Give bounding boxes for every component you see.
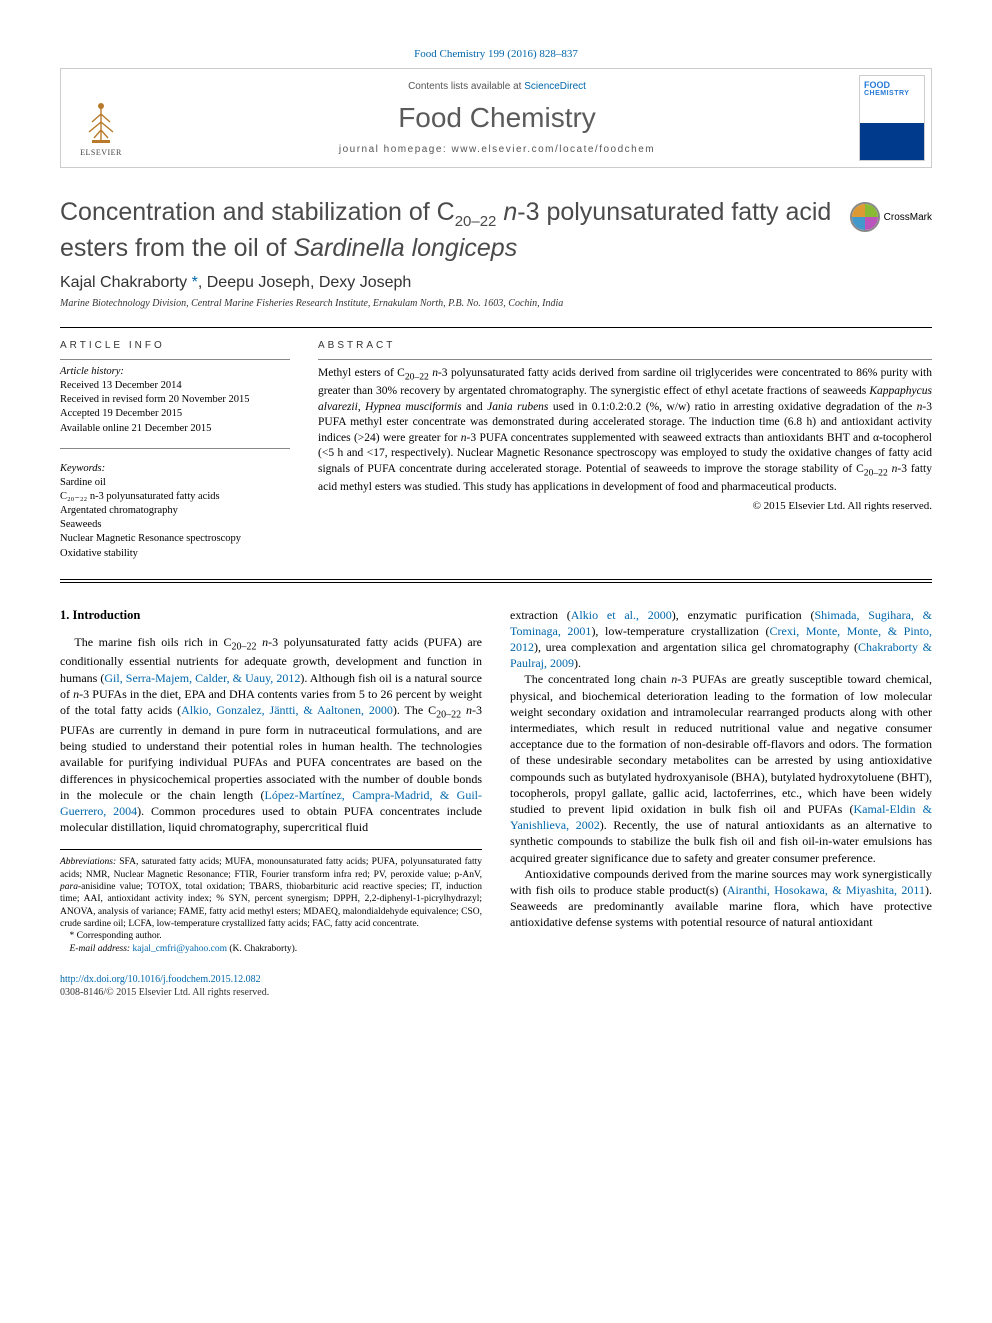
sciencedirect-link[interactable]: ScienceDirect bbox=[524, 81, 586, 92]
article-title: Concentration and stabilization of C20–2… bbox=[60, 196, 836, 264]
issn-copyright: 0308-8146/© 2015 Elsevier Ltd. All right… bbox=[60, 987, 269, 998]
body-paragraph: The marine fish oils rich in C20–22 n-3 … bbox=[60, 634, 482, 836]
email-link[interactable]: kajal_cmfri@yahoo.com bbox=[132, 944, 226, 954]
history-list: Received 13 December 2014 Received in re… bbox=[60, 379, 290, 436]
cover-thumb-cell: FOOD CHEMISTRY bbox=[853, 69, 931, 167]
citation-line: Food Chemistry 199 (2016) 828–837 bbox=[60, 48, 932, 60]
contents-prefix: Contents lists available at bbox=[408, 81, 524, 92]
article-info-column: ARTICLE INFO Article history: Received 1… bbox=[60, 340, 290, 561]
body-paragraph: Antioxidative compounds derived from the… bbox=[510, 866, 932, 931]
homepage-line: journal homepage: www.elsevier.com/locat… bbox=[149, 144, 845, 155]
cover-word-chemistry: CHEMISTRY bbox=[864, 90, 920, 97]
keyword-item: Argentated chromatography bbox=[60, 504, 290, 518]
keyword-item: C₂₀₋₂₂ n-3 polyunsaturated fatty acids bbox=[60, 490, 290, 504]
body-columns: 1. Introduction The marine fish oils ric… bbox=[60, 607, 932, 955]
history-item: Available online 21 December 2015 bbox=[60, 422, 290, 436]
abstract-label: ABSTRACT bbox=[318, 340, 932, 351]
author-list: Kajal Chakraborty *, Deepu Joseph, Dexy … bbox=[60, 274, 932, 292]
history-item: Received 13 December 2014 bbox=[60, 379, 290, 393]
corresponding-author: * Corresponding author. bbox=[60, 930, 482, 942]
keyword-item: Nuclear Magnetic Resonance spectroscopy bbox=[60, 532, 290, 546]
history-label: Article history: bbox=[60, 366, 290, 377]
crossmark-widget[interactable]: CrossMark bbox=[850, 202, 932, 232]
keyword-item: Sardine oil bbox=[60, 476, 290, 490]
footnote-block: Abbreviations: SFA, saturated fatty acid… bbox=[60, 849, 482, 955]
journal-name: Food Chemistry bbox=[149, 102, 845, 134]
publisher-logo-cell: ELSEVIER bbox=[61, 69, 141, 167]
abbreviations: Abbreviations: SFA, saturated fatty acid… bbox=[60, 856, 482, 930]
abstract-text: Methyl esters of C20–22 n-3 polyunsatura… bbox=[318, 366, 932, 496]
article-info-label: ARTICLE INFO bbox=[60, 340, 290, 351]
journal-cover-thumb: FOOD CHEMISTRY bbox=[859, 75, 925, 161]
email-person: (K. Chakraborty). bbox=[229, 944, 297, 954]
keywords-label: Keywords: bbox=[60, 463, 290, 474]
elsevier-logo: ELSEVIER bbox=[71, 100, 131, 157]
history-item: Accepted 19 December 2015 bbox=[60, 407, 290, 421]
crossmark-icon bbox=[850, 202, 880, 232]
keyword-item: Oxidative stability bbox=[60, 547, 290, 561]
body-paragraph: extraction (Alkio et al., 2000), enzymat… bbox=[510, 607, 932, 672]
elsevier-tree-icon bbox=[78, 100, 124, 146]
keyword-item: Seaweeds bbox=[60, 518, 290, 532]
homepage-prefix: journal homepage: bbox=[339, 144, 452, 155]
publisher-name: ELSEVIER bbox=[71, 148, 131, 157]
section-heading-intro: 1. Introduction bbox=[60, 607, 482, 624]
crossmark-label: CrossMark bbox=[884, 212, 932, 223]
email-label: E-mail address: bbox=[70, 944, 131, 954]
masthead: ELSEVIER Contents lists available at Sci… bbox=[60, 68, 932, 168]
page-footer: http://dx.doi.org/10.1016/j.foodchem.201… bbox=[60, 973, 932, 999]
cover-word-food: FOOD bbox=[864, 80, 920, 90]
keywords-list: Sardine oil C₂₀₋₂₂ n-3 polyunsaturated f… bbox=[60, 476, 290, 561]
affiliation: Marine Biotechnology Division, Central M… bbox=[60, 298, 932, 309]
abstract-copyright: © 2015 Elsevier Ltd. All rights reserved… bbox=[318, 500, 932, 512]
masthead-center: Contents lists available at ScienceDirec… bbox=[141, 69, 853, 167]
history-item: Received in revised form 20 November 201… bbox=[60, 393, 290, 407]
contents-line: Contents lists available at ScienceDirec… bbox=[149, 81, 845, 92]
homepage-url[interactable]: www.elsevier.com/locate/foodchem bbox=[452, 144, 656, 155]
doi-link[interactable]: http://dx.doi.org/10.1016/j.foodchem.201… bbox=[60, 974, 261, 985]
body-paragraph: The concentrated long chain n-3 PUFAs ar… bbox=[510, 671, 932, 865]
abstract-column: ABSTRACT Methyl esters of C20–22 n-3 pol… bbox=[318, 340, 932, 561]
